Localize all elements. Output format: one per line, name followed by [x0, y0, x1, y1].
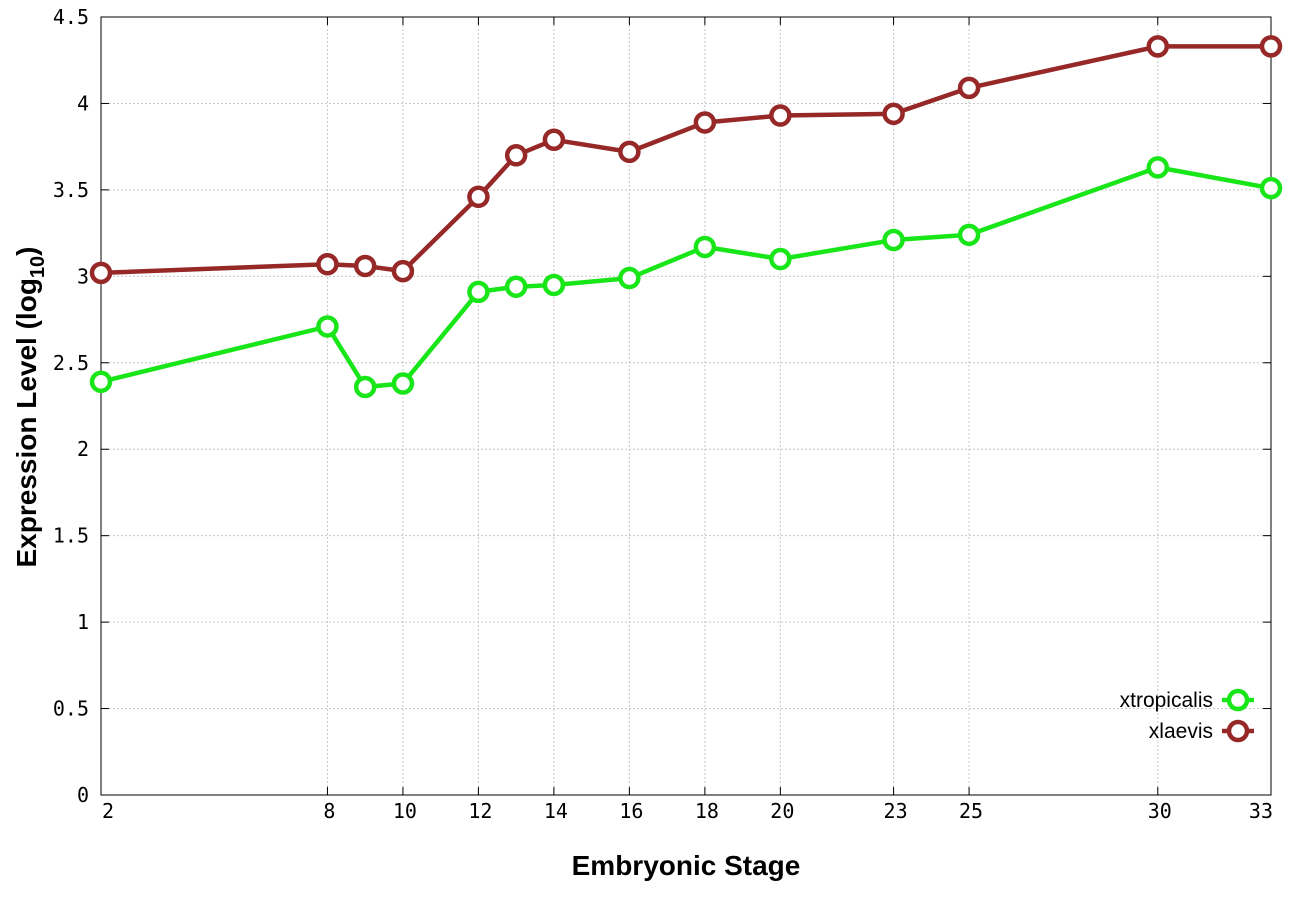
data-point-xlaevis	[1259, 35, 1283, 58]
x-axis-title: Embryonic Stage	[572, 850, 801, 881]
y-tick-label: 1.5	[53, 524, 89, 548]
y-tick-label: 0.5	[53, 697, 89, 721]
x-tick-label: 14	[544, 799, 568, 823]
x-tick-label: 8	[323, 799, 335, 823]
y-tick-label: 4	[77, 91, 89, 115]
data-point-xtropicalis	[693, 235, 717, 259]
data-point-xlaevis	[89, 261, 113, 285]
series-xtropicalis	[89, 156, 1283, 399]
data-point-xlaevis	[693, 111, 717, 134]
y-tick-label: 3	[77, 264, 89, 288]
x-tick-label: 2	[102, 799, 114, 823]
y-axis-title-main: Expression Level (log	[11, 278, 42, 567]
data-point-xtropicalis	[467, 280, 490, 304]
y-axis-title: Expression Level (log10)	[11, 247, 49, 568]
data-point-xtropicalis	[1259, 176, 1283, 200]
series-xlaevis	[89, 35, 1283, 285]
tick-labels: 0 0.5 1 1.5 2 2.5 3 3.5 4 4.5 2 8 10 12 14 16 18 20 23 25 30…	[53, 5, 1273, 823]
data-point-xtropicalis	[353, 375, 377, 399]
data-point-xtropicalis	[1146, 156, 1170, 179]
plot-frame	[100, 16, 1272, 796]
x-tick-label: 33	[1249, 799, 1273, 823]
y-tick-label: 2.5	[53, 351, 89, 375]
grid-lines	[101, 17, 1271, 795]
legend-label-xtropicalis: xtropicalis	[1120, 689, 1213, 712]
x-tick-label: 20	[770, 799, 794, 823]
y-tick-label: 1	[77, 610, 89, 634]
x-tick-label: 12	[468, 799, 492, 823]
legend-marker-xlaevis	[1226, 719, 1250, 743]
data-point-xlaevis	[542, 128, 566, 152]
data-point-xlaevis	[391, 259, 415, 283]
axes	[100, 16, 1272, 796]
series-layer	[89, 35, 1283, 399]
y-tick-label: 2	[77, 437, 89, 461]
data-point-xlaevis	[504, 144, 528, 167]
legend: xtropicalis xlaevis	[1120, 688, 1254, 743]
y-tick-label: 4.5	[53, 5, 89, 29]
legend-label-xlaevis: xlaevis	[1149, 720, 1213, 743]
x-tick-label: 18	[695, 799, 719, 823]
data-point-xlaevis	[882, 102, 905, 126]
data-point-xlaevis	[467, 185, 490, 209]
x-tick-label: 10	[393, 799, 417, 823]
data-point-xlaevis	[957, 76, 981, 100]
x-tick-label: 23	[884, 799, 908, 823]
legend-marker-xtropicalis	[1226, 688, 1250, 712]
data-point-xtropicalis	[504, 275, 528, 298]
data-point-xtropicalis	[89, 370, 113, 394]
data-point-xtropicalis	[391, 372, 415, 395]
y-tick-label: 3.5	[53, 178, 89, 202]
data-point-xlaevis	[769, 104, 792, 127]
x-tick-label: 25	[959, 799, 983, 823]
x-tick-label: 16	[619, 799, 643, 823]
data-point-xtropicalis	[618, 266, 641, 290]
data-point-xlaevis	[316, 252, 339, 276]
y-axis-title-subscript: 10	[27, 256, 49, 278]
data-point-xtropicalis	[769, 247, 792, 271]
data-point-xlaevis	[1146, 35, 1170, 58]
x-tick-label: 30	[1148, 799, 1172, 823]
y-axis-title-close: )	[11, 247, 42, 256]
y-tick-label: 0	[77, 783, 89, 807]
data-point-xtropicalis	[316, 315, 339, 338]
data-point-xlaevis	[618, 140, 641, 164]
data-point-xtropicalis	[542, 273, 566, 297]
data-point-xlaevis	[353, 254, 377, 278]
data-point-xtropicalis	[957, 223, 981, 247]
data-point-xtropicalis	[882, 228, 905, 252]
